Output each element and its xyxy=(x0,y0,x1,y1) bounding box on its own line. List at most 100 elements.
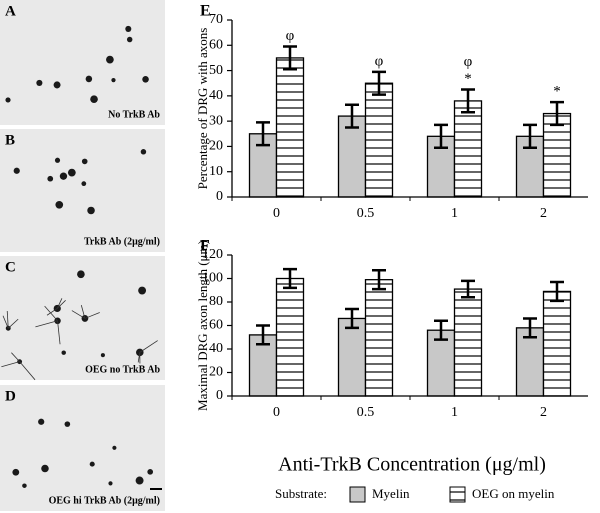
error-bar xyxy=(461,88,475,114)
cell-body xyxy=(135,476,144,485)
y-axis-label: Maximal DRG axon length (μm) xyxy=(195,240,210,411)
cell-body xyxy=(81,181,87,187)
error-bar xyxy=(523,317,537,339)
error-bar xyxy=(523,123,537,149)
y-tick-label: 50 xyxy=(209,63,223,78)
cell-body xyxy=(38,418,45,425)
annotation: φ xyxy=(286,28,295,44)
y-tick-label: 40 xyxy=(209,341,223,356)
axon xyxy=(11,352,20,362)
legend-label: Myelin xyxy=(372,486,410,501)
error-bar xyxy=(283,267,297,290)
axon xyxy=(7,318,19,329)
cell-body xyxy=(87,206,95,215)
y-tick-label: 60 xyxy=(209,318,223,333)
bar xyxy=(542,290,572,397)
y-tick-label: 10 xyxy=(209,164,223,179)
axon xyxy=(139,340,158,353)
error-bar xyxy=(256,324,270,346)
micrograph xyxy=(0,129,165,252)
error-bar xyxy=(434,123,448,149)
x-tick-label: 1 xyxy=(451,206,458,221)
x-tick-label: 2 xyxy=(540,206,547,221)
legend-title: Substrate: xyxy=(275,486,327,501)
cell-body xyxy=(22,483,27,488)
bar xyxy=(453,100,483,198)
cell-body xyxy=(59,172,68,180)
bar xyxy=(364,82,394,198)
cell-body xyxy=(54,157,61,163)
annotation: * xyxy=(464,71,472,87)
cell-body xyxy=(5,97,11,103)
panel-caption: TrkB Ab (2μg/ml) xyxy=(84,236,160,247)
bar xyxy=(275,57,305,198)
error-bar xyxy=(434,319,448,341)
x-tick-label: 2 xyxy=(540,405,547,420)
legend-swatch xyxy=(449,486,466,503)
cell-body xyxy=(36,79,43,86)
cell-body xyxy=(138,286,147,295)
panel-letter: A xyxy=(5,3,16,19)
bar xyxy=(453,288,483,397)
cell-body xyxy=(100,353,105,358)
y-tick-label: 40 xyxy=(209,88,223,103)
cell-body xyxy=(106,55,114,64)
error-bar xyxy=(372,269,386,291)
cell-body xyxy=(126,36,133,43)
cell-body xyxy=(13,167,20,174)
cell-body xyxy=(53,81,61,89)
panel-letter: B xyxy=(5,132,15,148)
cell-body xyxy=(90,95,98,103)
panel-letter: D xyxy=(5,388,16,404)
axon xyxy=(44,305,58,322)
error-bar xyxy=(550,280,564,303)
panel-caption: OEG no TrkB Ab xyxy=(85,364,160,375)
axon xyxy=(84,312,100,319)
y-axis-label: Percentage of DRG with axons xyxy=(195,28,210,190)
y-tick-label: 100 xyxy=(202,271,223,286)
y-tick-label: 60 xyxy=(209,38,223,53)
cell-body xyxy=(111,78,116,83)
error-bar xyxy=(256,121,270,147)
axon xyxy=(46,308,58,316)
bar xyxy=(364,279,394,397)
error-bar xyxy=(372,70,386,96)
bar xyxy=(542,112,572,198)
cell-body xyxy=(67,168,76,177)
panel-letter: E xyxy=(200,3,211,20)
bar xyxy=(337,317,367,397)
annotation: * xyxy=(553,84,561,100)
cell-body xyxy=(142,75,149,83)
cell-body xyxy=(125,25,132,32)
axon xyxy=(80,305,86,319)
y-tick-label: 120 xyxy=(202,247,223,262)
x-tick-label: 0 xyxy=(273,405,280,420)
x-axis-label: Anti-TrkB Concentration (μg/ml) xyxy=(278,454,546,476)
error-bar xyxy=(461,279,475,299)
y-tick-label: 20 xyxy=(209,139,223,154)
micrograph xyxy=(0,385,165,511)
cell-body xyxy=(12,468,20,476)
cell-body xyxy=(140,149,147,155)
legend-label: OEG on myelin xyxy=(472,486,555,501)
y-tick-label: 80 xyxy=(209,294,223,309)
cell-body xyxy=(55,200,64,209)
error-bar xyxy=(283,45,297,71)
micrograph xyxy=(0,0,165,125)
axon xyxy=(19,361,36,381)
x-tick-label: 0.5 xyxy=(357,206,375,221)
panel-letter: C xyxy=(5,259,16,275)
cell-body xyxy=(89,461,95,467)
panel-letter: F xyxy=(200,238,210,255)
axon xyxy=(57,320,61,345)
panel-caption: No TrkB Ab xyxy=(108,109,160,120)
x-tick-label: 1 xyxy=(451,405,458,420)
cell-body xyxy=(85,75,93,83)
cell-body xyxy=(147,469,154,475)
cell-body xyxy=(112,445,117,450)
y-tick-label: 0 xyxy=(216,189,223,204)
axon xyxy=(56,298,63,309)
axon xyxy=(1,361,20,368)
bar xyxy=(275,277,305,397)
